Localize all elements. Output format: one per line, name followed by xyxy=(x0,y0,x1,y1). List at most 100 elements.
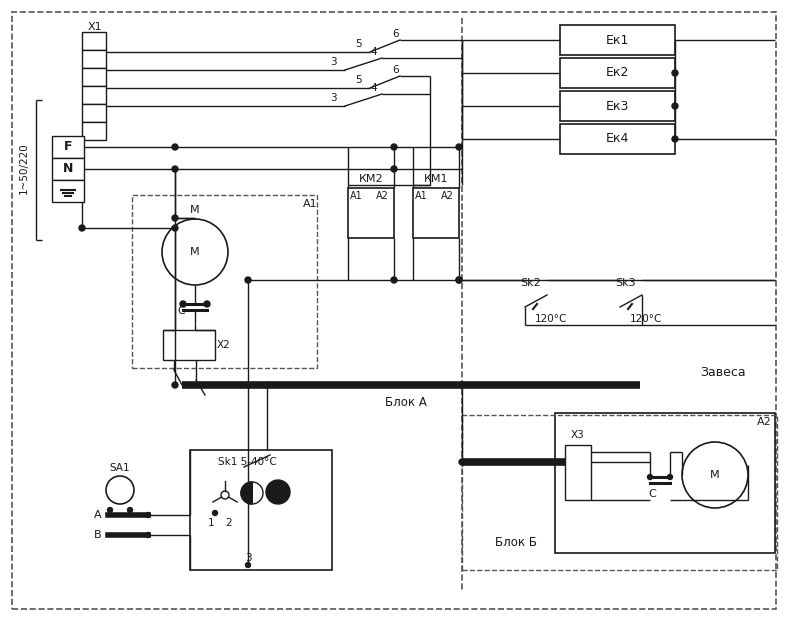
Circle shape xyxy=(459,382,465,388)
Circle shape xyxy=(172,225,178,231)
Bar xyxy=(560,58,675,88)
Circle shape xyxy=(459,459,465,465)
Circle shape xyxy=(672,136,678,142)
Text: A2: A2 xyxy=(441,191,454,201)
Bar xyxy=(555,413,775,553)
Text: Sk1 5-40°C: Sk1 5-40°C xyxy=(218,457,277,467)
Text: A2: A2 xyxy=(376,191,389,201)
Text: Sk3: Sk3 xyxy=(615,278,636,288)
Circle shape xyxy=(456,277,462,283)
Circle shape xyxy=(391,166,397,172)
Circle shape xyxy=(172,215,178,221)
Text: A: A xyxy=(94,510,102,520)
Bar xyxy=(82,50,106,68)
Circle shape xyxy=(264,382,270,388)
Text: Ек4: Ек4 xyxy=(606,132,629,145)
Circle shape xyxy=(667,474,672,479)
Text: Завеса: Завеса xyxy=(700,366,746,379)
Circle shape xyxy=(128,507,133,512)
Circle shape xyxy=(245,563,250,568)
Text: M: M xyxy=(710,470,720,480)
Text: Ек1: Ек1 xyxy=(606,34,629,47)
Circle shape xyxy=(456,144,462,150)
Text: M: M xyxy=(190,205,200,215)
Bar xyxy=(560,124,675,154)
Text: 5: 5 xyxy=(355,39,361,49)
Text: A1: A1 xyxy=(415,191,428,201)
Text: C: C xyxy=(648,489,656,499)
Text: B: B xyxy=(94,530,102,540)
Circle shape xyxy=(145,512,151,517)
Text: X3: X3 xyxy=(571,430,585,440)
Bar xyxy=(82,122,106,140)
Bar xyxy=(82,68,106,86)
Text: 120°C: 120°C xyxy=(535,314,567,324)
Text: 3: 3 xyxy=(330,57,337,67)
Text: X2: X2 xyxy=(217,340,230,350)
Circle shape xyxy=(212,510,218,515)
Circle shape xyxy=(106,476,134,504)
Bar xyxy=(348,188,394,238)
Polygon shape xyxy=(241,482,252,504)
Bar xyxy=(52,136,84,158)
Circle shape xyxy=(107,507,113,512)
Text: 120°C: 120°C xyxy=(630,314,663,324)
Text: 3: 3 xyxy=(330,93,337,103)
Circle shape xyxy=(391,144,397,150)
Circle shape xyxy=(221,491,229,499)
Text: 1~50/220: 1~50/220 xyxy=(19,142,29,194)
Circle shape xyxy=(648,474,653,479)
Circle shape xyxy=(266,480,290,504)
Circle shape xyxy=(180,301,186,307)
Bar xyxy=(413,188,459,238)
Bar xyxy=(82,32,106,50)
Text: A2: A2 xyxy=(757,417,772,427)
Text: 5: 5 xyxy=(355,75,361,85)
Circle shape xyxy=(682,442,748,508)
Text: X1: X1 xyxy=(88,22,103,32)
Text: 6: 6 xyxy=(392,65,398,75)
Bar xyxy=(82,86,106,104)
Text: КМ2: КМ2 xyxy=(359,174,383,184)
Text: C: C xyxy=(177,306,185,316)
Text: Ек2: Ек2 xyxy=(606,66,629,79)
Text: 2: 2 xyxy=(226,518,232,528)
Circle shape xyxy=(245,277,251,283)
Bar xyxy=(190,450,332,570)
Text: Блок А: Блок А xyxy=(385,396,427,409)
Text: A1: A1 xyxy=(350,191,363,201)
Text: 4: 4 xyxy=(370,83,376,93)
Bar xyxy=(163,330,215,360)
Bar xyxy=(82,104,106,122)
Text: 1: 1 xyxy=(208,518,215,528)
Circle shape xyxy=(172,382,178,388)
Bar xyxy=(565,445,591,500)
Text: SA1: SA1 xyxy=(110,463,130,473)
Text: Ек3: Ек3 xyxy=(606,99,629,112)
Circle shape xyxy=(145,532,151,538)
Circle shape xyxy=(79,225,85,231)
Text: 3: 3 xyxy=(245,553,252,563)
Text: A1: A1 xyxy=(303,199,318,209)
Circle shape xyxy=(672,70,678,76)
Bar xyxy=(52,158,84,180)
Bar xyxy=(132,195,317,368)
Circle shape xyxy=(172,144,178,150)
Text: 4: 4 xyxy=(370,47,376,57)
Circle shape xyxy=(672,103,678,109)
Text: КМ1: КМ1 xyxy=(424,174,448,184)
Circle shape xyxy=(391,277,397,283)
Text: Sk2: Sk2 xyxy=(520,278,540,288)
Text: F: F xyxy=(64,140,73,153)
Text: M: M xyxy=(190,247,200,257)
Bar xyxy=(560,25,675,55)
Circle shape xyxy=(456,277,462,283)
Bar xyxy=(462,415,777,570)
Bar xyxy=(52,180,84,202)
Circle shape xyxy=(162,219,228,285)
Text: N: N xyxy=(63,163,73,176)
Circle shape xyxy=(172,166,178,172)
Circle shape xyxy=(241,482,263,504)
Bar xyxy=(560,91,675,121)
Circle shape xyxy=(204,301,210,307)
